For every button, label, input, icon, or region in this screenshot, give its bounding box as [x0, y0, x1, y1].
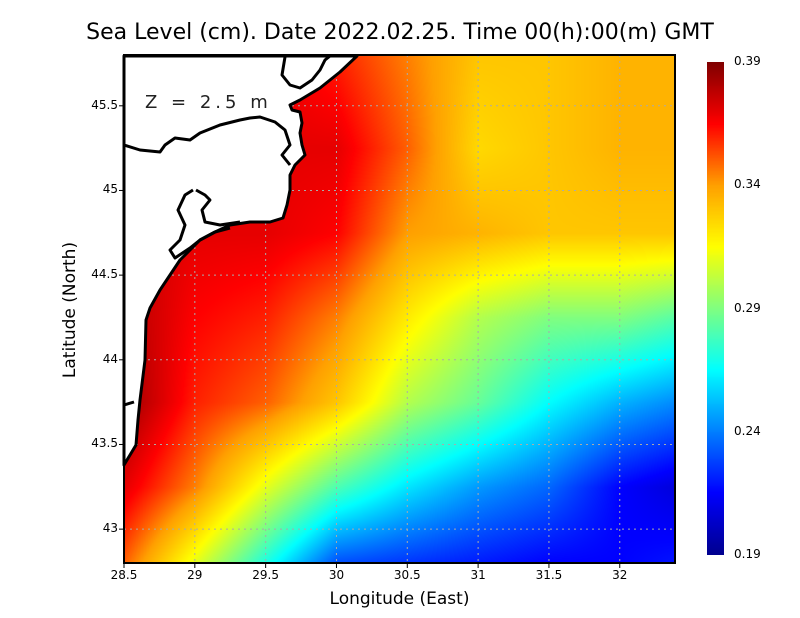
- colorbar-tick-label: 0.24: [734, 423, 761, 438]
- axis-ticks: [119, 105, 621, 568]
- x-tick-label: 30: [328, 568, 345, 582]
- x-tick-label: 30.5: [393, 568, 421, 582]
- y-tick-label: 43: [102, 521, 118, 536]
- plot-frame: [123, 54, 676, 564]
- x-tick-label: 28.5: [110, 568, 138, 582]
- delta-outline: [168, 188, 231, 260]
- chart-title: Sea Level (cm). Date 2022.02.25. Time 00…: [86, 20, 714, 45]
- y-tick-label: 43.5: [91, 436, 118, 451]
- coastline-inner: [123, 115, 292, 166]
- delta-branch: [195, 188, 241, 227]
- y-tick-label: 45: [102, 182, 118, 197]
- colorbar: [707, 62, 724, 555]
- coast-left-stub: [123, 400, 135, 407]
- colorbar-tick-label: 0.19: [734, 547, 761, 561]
- land-mask: [122, 54, 359, 467]
- x-tick-label: 29: [187, 568, 203, 582]
- x-tick-label: 32: [612, 568, 628, 582]
- y-tick-label: 45.5: [91, 97, 118, 112]
- x-tick-label: 29.5: [252, 568, 279, 582]
- x-axis-label: Longitude (East): [329, 589, 470, 609]
- depth-annotation: Z = 2.5 m: [145, 92, 272, 113]
- lagoon-outline: [280, 54, 331, 90]
- colorbar-tick-label: 0.34: [734, 177, 761, 192]
- colorbar-tick-label: 0.29: [734, 300, 761, 315]
- colorbar-tick-label: 0.39: [734, 54, 761, 68]
- x-tick-label: 31.5: [535, 568, 563, 582]
- y-tick-label: 44.5: [91, 267, 118, 282]
- y-axis-label: Latitude (North): [60, 241, 80, 379]
- x-tick-label: 31: [470, 568, 486, 582]
- y-tick-label: 44: [102, 351, 118, 366]
